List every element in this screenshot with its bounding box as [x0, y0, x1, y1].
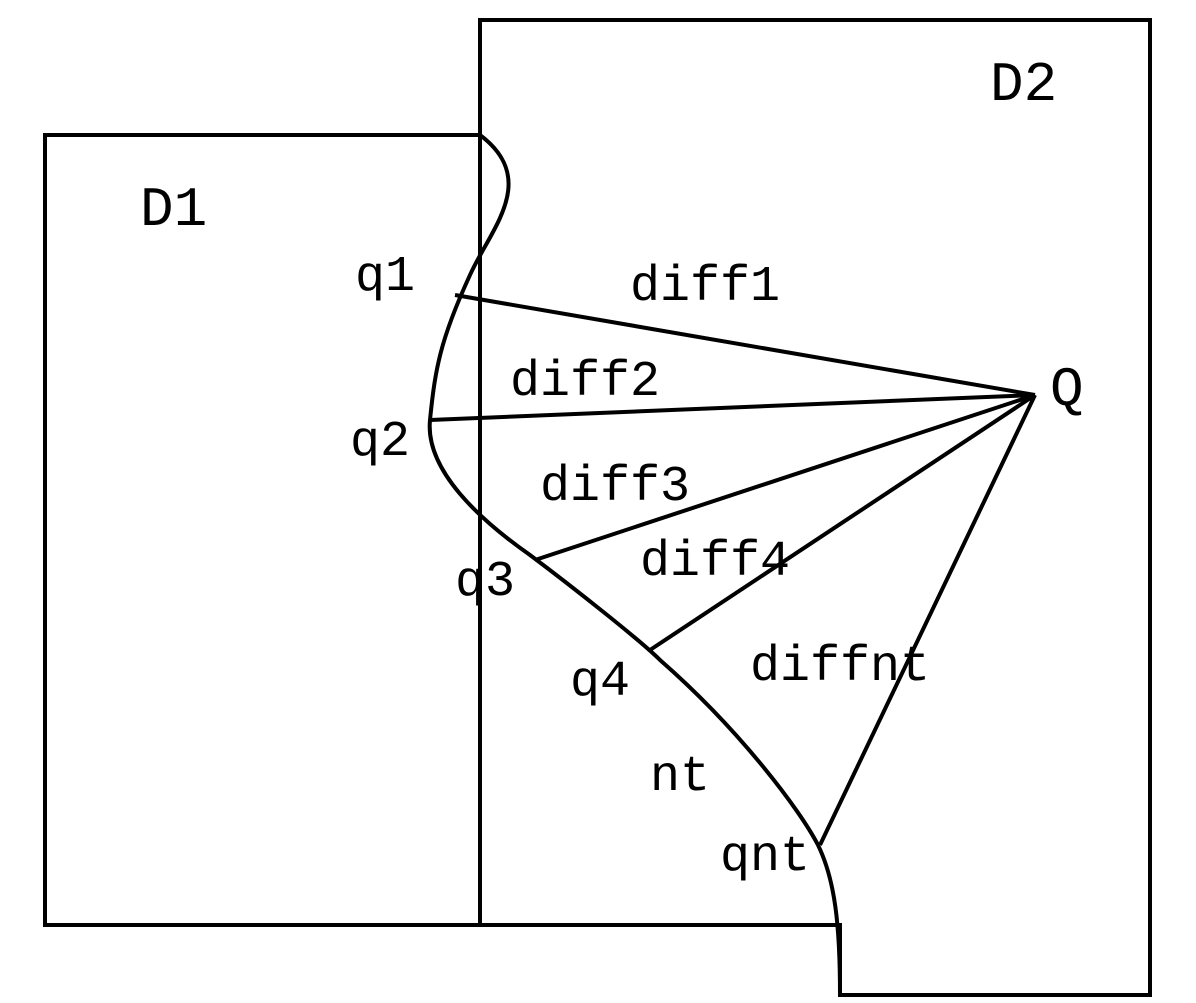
label-diffnt: diffnt — [750, 639, 930, 696]
line-diffnt — [820, 395, 1035, 845]
label-q3: q3 — [455, 554, 515, 611]
label-Q: Q — [1050, 358, 1084, 422]
line-diff4 — [650, 395, 1035, 650]
label-D2: D2 — [990, 53, 1057, 117]
label-q4: q4 — [570, 654, 630, 711]
label-diff2: diff2 — [510, 354, 660, 411]
label-q2: q2 — [350, 414, 410, 471]
label-qnt: qnt — [720, 829, 810, 886]
label-nt: nt — [650, 749, 710, 806]
label-diff3: diff3 — [540, 459, 690, 516]
label-D1: D1 — [140, 178, 207, 242]
label-q1: q1 — [355, 249, 415, 306]
label-diff1: diff1 — [630, 259, 780, 316]
label-diff4: diff4 — [640, 534, 790, 591]
